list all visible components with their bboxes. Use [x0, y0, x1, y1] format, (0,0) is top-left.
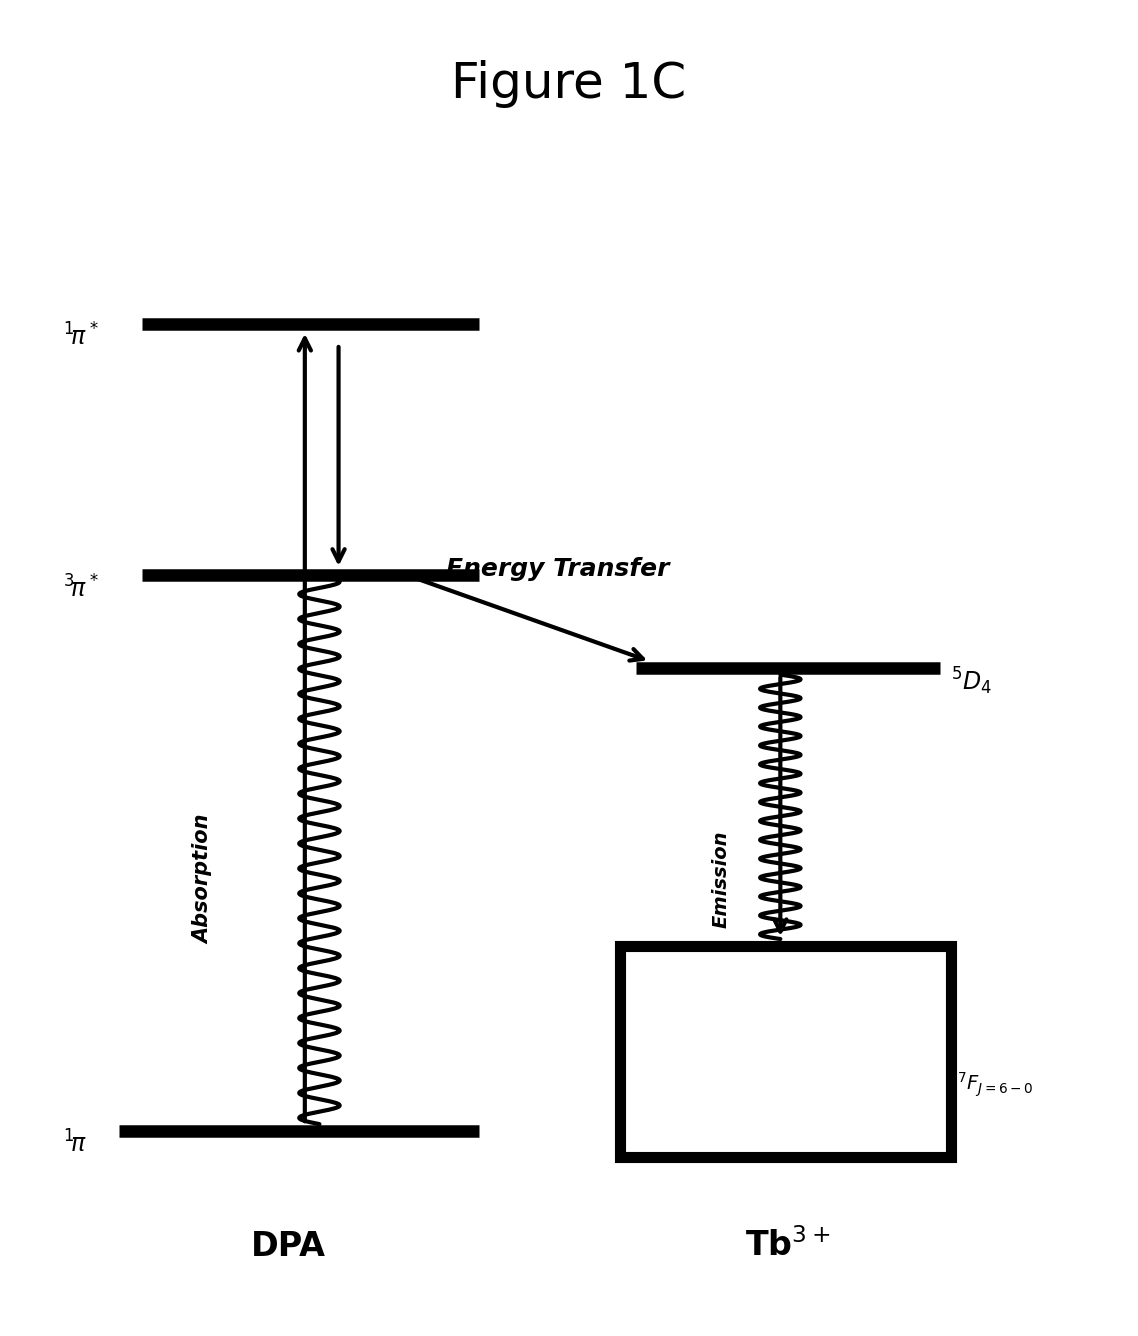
Text: Figure 1C: Figure 1C [452, 60, 686, 108]
Text: $^3\!\pi^*$: $^3\!\pi^*$ [63, 574, 99, 603]
Text: $^5D_4$: $^5D_4$ [951, 665, 992, 697]
Text: DPA: DPA [250, 1230, 325, 1263]
Text: Absorption: Absorption [193, 815, 214, 945]
Text: $^1\!\pi$: $^1\!\pi$ [63, 1130, 88, 1157]
Text: $^7F_{J=6-0}$: $^7F_{J=6-0}$ [957, 1070, 1033, 1098]
Text: Tb$^{3+}$: Tb$^{3+}$ [745, 1228, 831, 1263]
Text: Emission: Emission [711, 831, 731, 929]
Bar [619, 946, 951, 1157]
Text: Energy Transfer: Energy Transfer [446, 557, 669, 581]
Text: $^1\!\pi^*$: $^1\!\pi^*$ [63, 323, 99, 351]
